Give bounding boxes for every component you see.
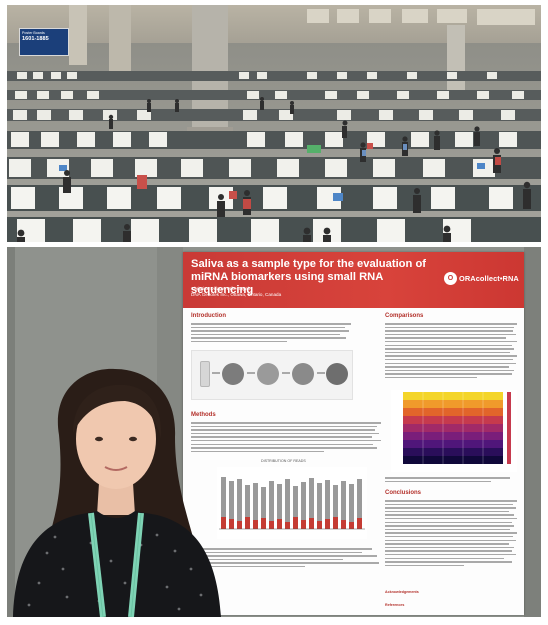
workflow-diagram: [191, 350, 353, 400]
black-top: [13, 511, 221, 617]
banner-number: 1601-1885: [22, 36, 49, 42]
workflow-step-icon: [292, 363, 314, 385]
author-affiliation: DNA Genotek Inc., Ottawa, Ontario, Canad…: [191, 291, 282, 297]
poster-title-line1: Saliva as a sample type for the evaluati…: [191, 258, 427, 270]
workflow-step-icon: [257, 363, 279, 385]
poster-title-line2: miRNA biomarkers using small RNA sequenc…: [191, 271, 383, 296]
board-number-banner: Poster Boards 1601-1885: [19, 28, 69, 56]
section-introduction: Introduction: [191, 313, 226, 319]
presenter-photo: Saliva as a sample type for the evaluati…: [7, 247, 541, 617]
workflow-step-icon: [222, 363, 244, 385]
arrow-icon: [212, 372, 220, 374]
chart-caption: DISTRIBUTION OF READS: [261, 459, 306, 463]
heatmap-caption: [385, 477, 517, 484]
brand-name: ORAcollect•RNA: [459, 274, 519, 283]
author-names: Christina Dillane, Mike Tayeb: [191, 286, 251, 291]
workflow-step-icon: [326, 363, 348, 385]
chart-bars: [221, 477, 362, 529]
presenter: [13, 368, 221, 617]
sample-correlation-heatmap: [391, 390, 517, 472]
section-acknowledgements: Acknowledgements: [385, 590, 419, 594]
methods-text: [191, 422, 381, 454]
poster-header: Saliva as a sample type for the evaluati…: [183, 252, 524, 308]
arrow-icon: [282, 372, 290, 374]
research-poster: Saliva as a sample type for the evaluati…: [183, 252, 524, 615]
heatmap-cells: [403, 392, 503, 464]
left-eye: [95, 436, 103, 442]
brand-mark-icon: O: [444, 272, 457, 285]
right-eye: [129, 436, 137, 442]
brand-logo-group: O ORAcollect•RNA: [444, 272, 519, 285]
section-conclusions: Conclusions: [385, 490, 422, 496]
face: [76, 389, 156, 489]
introduction-text: [191, 323, 351, 345]
comparisons-text: [385, 323, 517, 381]
banner-label: Poster Boards: [22, 31, 45, 35]
section-comparisons: Comparisons: [385, 313, 424, 319]
arrow-icon: [317, 372, 325, 374]
poster-title: Saliva as a sample type for the evaluati…: [191, 258, 441, 297]
conclusions-text: [385, 500, 517, 568]
poster-authors: Christina Dillane, Mike Tayeb DNA Genote…: [191, 286, 281, 297]
heatmap-color-scale: [507, 392, 511, 464]
collection-tube-icon: [200, 361, 210, 387]
section-methods: Methods: [191, 412, 216, 418]
read-distribution-chart: [217, 467, 367, 539]
poster-hall-scene: [7, 5, 541, 242]
arrow-icon: [247, 372, 255, 374]
section-references: References: [385, 603, 405, 607]
methods-footnote: [191, 548, 381, 570]
mouth: [104, 466, 128, 471]
poster-hall-photo: Poster Boards 1601-1885: [7, 5, 541, 242]
